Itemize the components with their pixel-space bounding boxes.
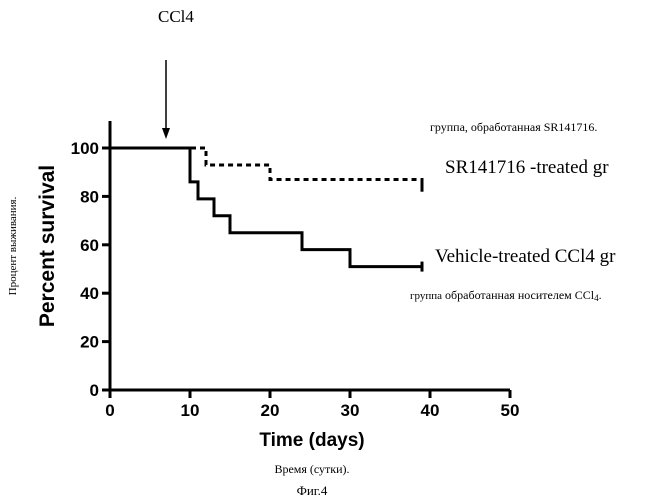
x-tick-label: 50: [501, 401, 520, 420]
x-tick-label: 0: [105, 401, 114, 420]
x-axis-title-ru: Время (сутки).: [274, 462, 349, 476]
series-layer: [110, 146, 424, 272]
y-tick-label: 20: [80, 333, 99, 352]
annotation-ccl4-label: CCl4: [158, 7, 194, 26]
y-ticks: 0 20 40 60 80 100: [71, 139, 110, 400]
y-tick-label: 60: [80, 236, 99, 255]
legend-ru-sr141716: группа, обработанная SR141716.: [430, 120, 597, 134]
figure-caption: Фиг.4: [297, 483, 328, 498]
y-tick-label: 100: [71, 139, 99, 158]
x-tick-label: 30: [341, 401, 360, 420]
legend-ru-vehicle: группа обработанная носителем CCl4.: [410, 288, 602, 303]
y-tick-label: 40: [80, 284, 99, 303]
series-sr141716-line: [110, 146, 424, 187]
x-tick-label: 20: [261, 401, 280, 420]
y-tick-label: 0: [90, 381, 99, 400]
x-axis-title: Time (days): [259, 430, 364, 451]
x-ticks: 0 10 20 30 40 50: [105, 390, 519, 420]
legend-vehicle: Vehicle-treated CCl4 gr: [435, 246, 616, 267]
series-vehicle-line: [110, 146, 422, 269]
annotation-arrow: [162, 60, 170, 139]
x-tick-label: 40: [421, 401, 440, 420]
x-tick-label: 10: [181, 401, 200, 420]
y-axis-title: Percent survival: [36, 165, 59, 327]
y-tick-label: 80: [80, 187, 99, 206]
legend-sr141716: SR141716 -treated gr: [445, 157, 609, 178]
axes: [108, 121, 510, 392]
y-axis-title-ru: Процент выживания.: [7, 196, 19, 295]
arrow-head: [162, 128, 170, 139]
